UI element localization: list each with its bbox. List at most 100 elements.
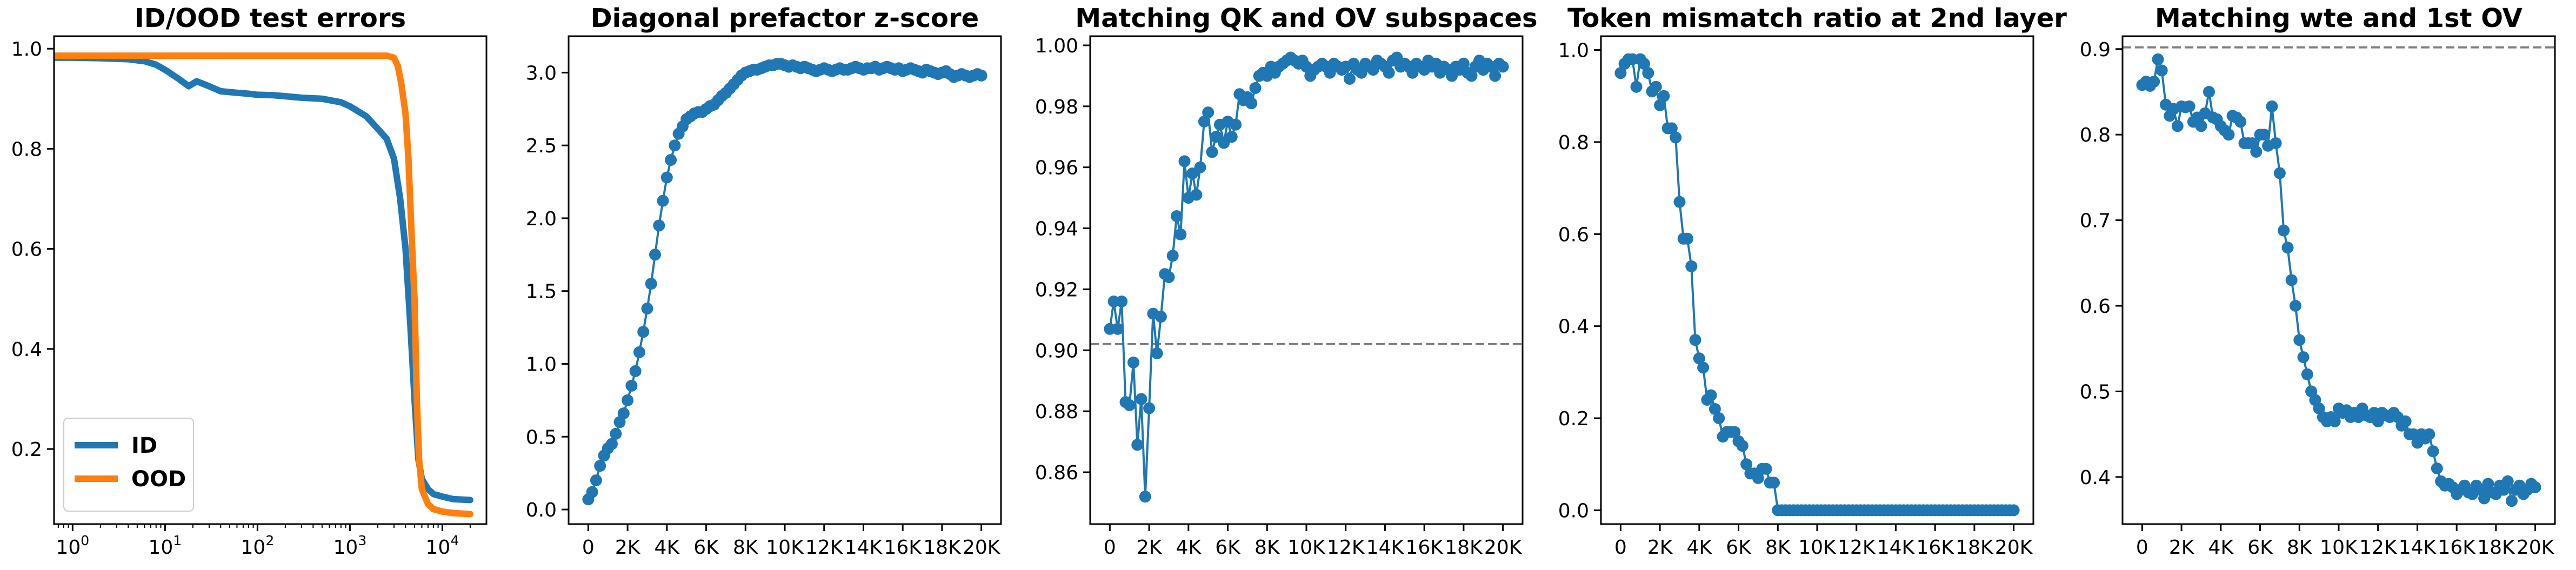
y-tick-label: 2.5: [526, 135, 557, 157]
x-tick-label: 8K: [2287, 537, 2313, 559]
x-tick-label: 10K: [2320, 537, 2358, 559]
x-tick-label: 18K: [1956, 537, 1994, 559]
y-tick-label: 0.98: [1035, 96, 1078, 118]
x-tick-label: 0: [582, 537, 595, 559]
y-tick-label: 0.92: [1035, 279, 1078, 301]
x-tick-label: 14K: [845, 537, 883, 559]
x-tick-label: 8K: [1254, 537, 1280, 559]
x-tick-label: 10K: [1287, 537, 1326, 559]
data-point: [1729, 426, 1741, 438]
data-point: [2152, 53, 2164, 65]
data-point: [1111, 323, 1124, 335]
x-tick-label: 2K: [615, 537, 641, 559]
y-tick-label: 0.6: [2080, 296, 2111, 318]
data-point: [1465, 70, 1478, 82]
x-tick-label: 8K: [1765, 537, 1791, 559]
data-point: [1249, 82, 1262, 94]
data-point: [2155, 64, 2168, 77]
x-tick-label: 8K: [733, 537, 759, 559]
chart-title: Diagonal prefactor z-score: [591, 3, 979, 33]
data-point: [2203, 86, 2215, 98]
x-tick-label: 16K: [2438, 537, 2476, 559]
data-point: [629, 365, 642, 377]
series-line: [1619, 58, 2015, 512]
y-tick-label: 0.8: [1558, 132, 1589, 154]
data-point: [617, 407, 630, 420]
data-point: [641, 303, 653, 315]
y-tick-label: 0.9: [2080, 39, 2111, 61]
y-tick-label: 3.0: [526, 62, 557, 84]
x-tick-label: 6K: [693, 537, 719, 559]
x-tick-label: 20K: [963, 537, 1001, 559]
data-point: [1225, 131, 1238, 143]
data-point: [625, 379, 638, 392]
x-tick-label: 16K: [1916, 537, 1954, 559]
data-point: [653, 219, 665, 232]
x-tick-label: 101: [148, 533, 182, 559]
data-point: [586, 486, 598, 498]
axes-frame: [1089, 35, 1524, 525]
y-tick-label: 2.0: [526, 208, 557, 230]
data-point: [665, 154, 677, 166]
data-point: [2007, 504, 2020, 517]
data-point: [610, 427, 622, 440]
data-point: [1190, 189, 1203, 201]
x-tick-label: 14K: [2399, 537, 2437, 559]
data-point: [2270, 137, 2282, 149]
data-point: [1705, 389, 1717, 401]
data-point: [1151, 347, 1163, 359]
y-tick-label: 0.7: [2080, 210, 2111, 232]
data-point: [1654, 99, 1666, 111]
data-point: [1650, 81, 1662, 93]
axes-frame: [53, 35, 488, 525]
x-tick-label: 4K: [1687, 537, 1713, 559]
x-tick-label: 2K: [1647, 537, 1673, 559]
chart-title: Token mismatch ratio at 2nd layer: [1567, 3, 2067, 33]
x-tick-label: 20K: [1484, 537, 1523, 559]
data-point: [2250, 145, 2263, 158]
y-tick-label: 0.5: [526, 426, 557, 448]
data-point: [2290, 300, 2301, 312]
x-tick-label: 102: [241, 533, 275, 559]
x-tick-label: 104: [426, 533, 459, 559]
x-tick-label: 6K: [1726, 537, 1752, 559]
data-point: [1163, 271, 1175, 283]
y-tick-label: 0.5: [2080, 381, 2111, 403]
x-tick-label: 12K: [1838, 537, 1876, 559]
data-point: [1681, 232, 1693, 245]
data-point: [633, 346, 645, 358]
plot-area: [1104, 51, 1509, 503]
data-point: [637, 326, 650, 338]
data-point: [606, 438, 618, 450]
data-point: [1630, 81, 1643, 93]
x-tick-label: 10K: [1798, 537, 1837, 559]
data-point: [1709, 403, 1721, 415]
data-point: [1206, 146, 1218, 158]
data-point: [1194, 161, 1206, 173]
data-point: [2423, 428, 2435, 440]
data-point: [1736, 440, 1749, 452]
data-point: [649, 249, 661, 261]
data-point: [1642, 67, 1654, 79]
legend-label-id: ID: [131, 433, 157, 458]
y-tick-label: 0.2: [1558, 408, 1589, 430]
y-tick-label: 0.4: [11, 339, 42, 361]
data-point: [1178, 155, 1191, 167]
data-point: [2431, 462, 2443, 474]
y-tick-label: 0.2: [11, 439, 42, 461]
data-point: [1127, 356, 1139, 368]
x-tick-label: 100: [56, 533, 89, 559]
x-tick-label: 20K: [2517, 537, 2555, 559]
data-point: [2273, 167, 2286, 179]
data-point: [2529, 481, 2541, 493]
data-point: [1673, 196, 1686, 208]
x-tick-label: 12K: [2359, 537, 2398, 559]
x-tick-label: 12K: [1327, 537, 1365, 559]
x-tick-label: 14K: [1366, 537, 1405, 559]
data-point: [2399, 415, 2412, 427]
data-point: [1245, 97, 1258, 110]
chart-title: ID/OOD test errors: [135, 3, 406, 33]
data-point: [1344, 73, 1356, 85]
x-tick-label: 2K: [1137, 537, 1163, 559]
